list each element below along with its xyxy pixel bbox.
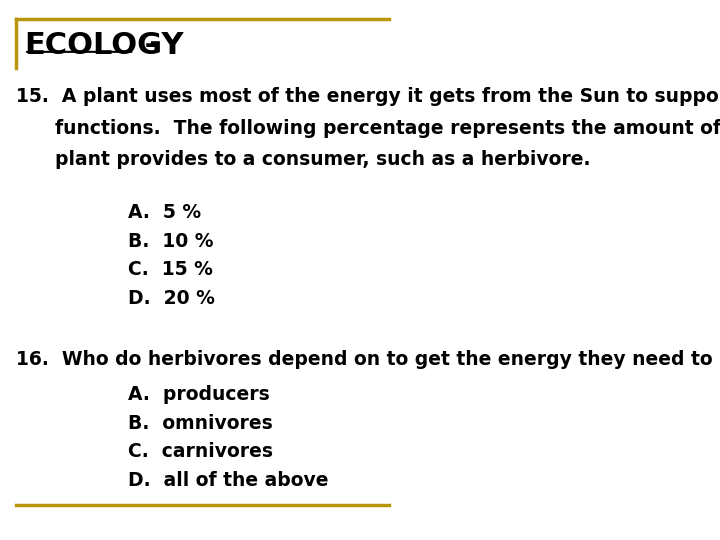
Text: A.  5 %: A. 5 %: [128, 203, 202, 222]
Text: B.  omnivores: B. omnivores: [128, 414, 273, 433]
Text: 16.  Who do herbivores depend on to get the energy they need to sustain life?: 16. Who do herbivores depend on to get t…: [16, 350, 720, 369]
Text: -: -: [134, 31, 158, 60]
Text: functions.  The following percentage represents the amount of energy that a: functions. The following percentage repr…: [16, 119, 720, 138]
Text: D.  all of the above: D. all of the above: [128, 471, 329, 490]
Text: 15.  A plant uses most of the energy it gets from the Sun to support it’s life: 15. A plant uses most of the energy it g…: [16, 87, 720, 106]
Text: A.  producers: A. producers: [128, 385, 270, 404]
Text: C.  carnivores: C. carnivores: [128, 442, 274, 461]
Text: ECOLOGY: ECOLOGY: [24, 31, 184, 60]
Text: B.  10 %: B. 10 %: [128, 232, 214, 251]
Text: plant provides to a consumer, such as a herbivore.: plant provides to a consumer, such as a …: [16, 150, 590, 169]
Text: C.  15 %: C. 15 %: [128, 260, 213, 279]
Text: D.  20 %: D. 20 %: [128, 289, 215, 308]
